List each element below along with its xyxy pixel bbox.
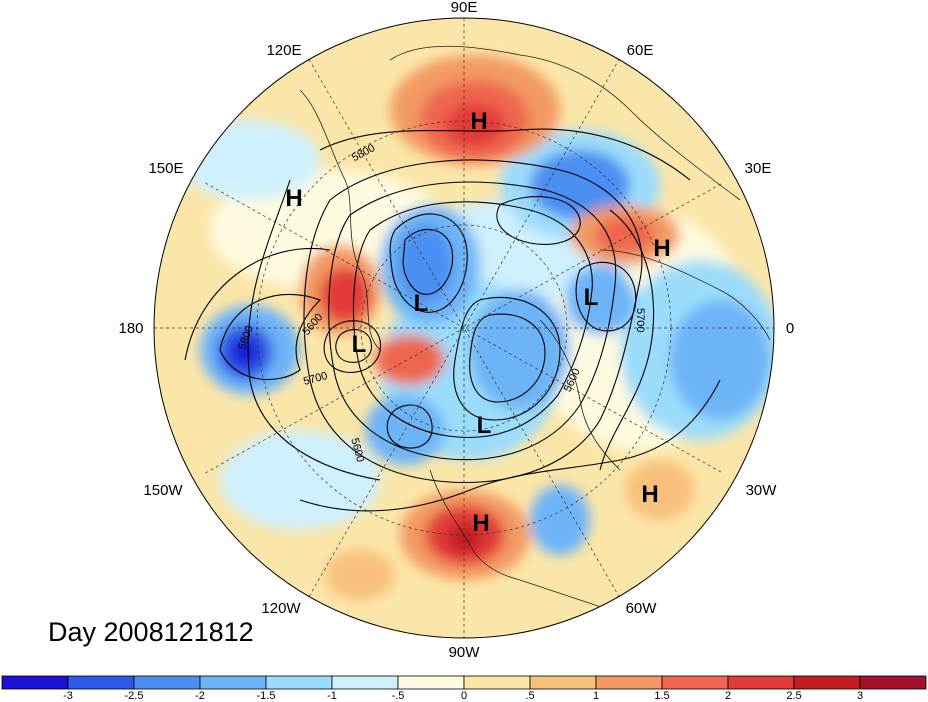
high-center: H — [641, 481, 658, 508]
colorbar-tick-label: 2 — [725, 690, 731, 702]
colorbar-swatch — [859, 675, 927, 690]
map-title: Day 2008121812 — [48, 617, 254, 647]
colorbar-swatch — [199, 675, 267, 690]
lon-30w: 30W — [746, 482, 778, 499]
colorbar-swatch — [331, 675, 399, 690]
colorbar-swatch — [67, 675, 135, 690]
colorbar-tick-label: .5 — [525, 690, 534, 702]
lon-30e: 30E — [745, 160, 772, 177]
colorbar-tick-label: -2.5 — [125, 690, 144, 702]
map-boundary — [153, 17, 775, 639]
colorbar-swatch — [133, 675, 201, 690]
colorbar-tick-label: 0 — [461, 690, 467, 702]
colorbar-tick-label: 1 — [593, 690, 599, 702]
graticule — [154, 18, 774, 638]
colorbar-tick-label: 1.5 — [654, 690, 669, 702]
colorbar-swatch — [529, 675, 597, 690]
low-center: L — [352, 331, 367, 358]
high-center: H — [472, 510, 489, 537]
lon-150e: 150E — [148, 160, 183, 177]
high-center: H — [470, 108, 487, 135]
lon-90w: 90W — [449, 644, 481, 661]
height-contours — [184, 128, 721, 512]
colorbar-swatch — [397, 675, 465, 690]
colorbar-tick-label: -1 — [327, 690, 337, 702]
colorbar-swatch — [595, 675, 663, 690]
low-center: L — [477, 412, 492, 439]
lon-60w: 60W — [626, 600, 658, 617]
colorbar-swatch — [265, 675, 333, 690]
colorbar-tick-label: 3 — [857, 690, 863, 702]
pressure-centers: H H H H H L L L L — [285, 108, 670, 537]
lon-180: 180 — [118, 320, 143, 337]
lon-150w: 150W — [143, 482, 183, 499]
lon-60e: 60E — [627, 42, 654, 59]
colorbar-tick-label: 2.5 — [786, 690, 801, 702]
colorbar: -3 -2.5 -2 -1.5 -1 -.5 0 .5 1 1.5 2 2.5 3 — [1, 675, 927, 702]
colorbar-tick-label: -.5 — [392, 690, 405, 702]
low-center: L — [584, 284, 599, 311]
lon-0: 0 — [786, 320, 794, 337]
colorbar-tick-label: -3 — [63, 690, 73, 702]
colorbar-tick-label: -2 — [195, 690, 205, 702]
lon-90e: 90E — [451, 0, 478, 16]
longitude-labels: 90E 120E 60E 150E 30E 180 0 150W 30W 120… — [118, 0, 794, 661]
high-center: H — [285, 185, 302, 212]
high-center: H — [653, 235, 670, 262]
lon-120w: 120W — [261, 600, 301, 617]
coastlines — [299, 45, 771, 611]
colorbar-swatch — [1, 675, 69, 690]
colorbar-swatch — [793, 675, 861, 690]
colorbar-swatch — [661, 675, 729, 690]
contour-label: 5700 — [634, 308, 646, 332]
colorbar-swatch — [463, 675, 531, 690]
colorbar-tick-label: -1.5 — [257, 690, 276, 702]
low-center: L — [414, 290, 429, 317]
lon-120e: 120E — [266, 42, 301, 59]
colorbar-swatch — [727, 675, 795, 690]
